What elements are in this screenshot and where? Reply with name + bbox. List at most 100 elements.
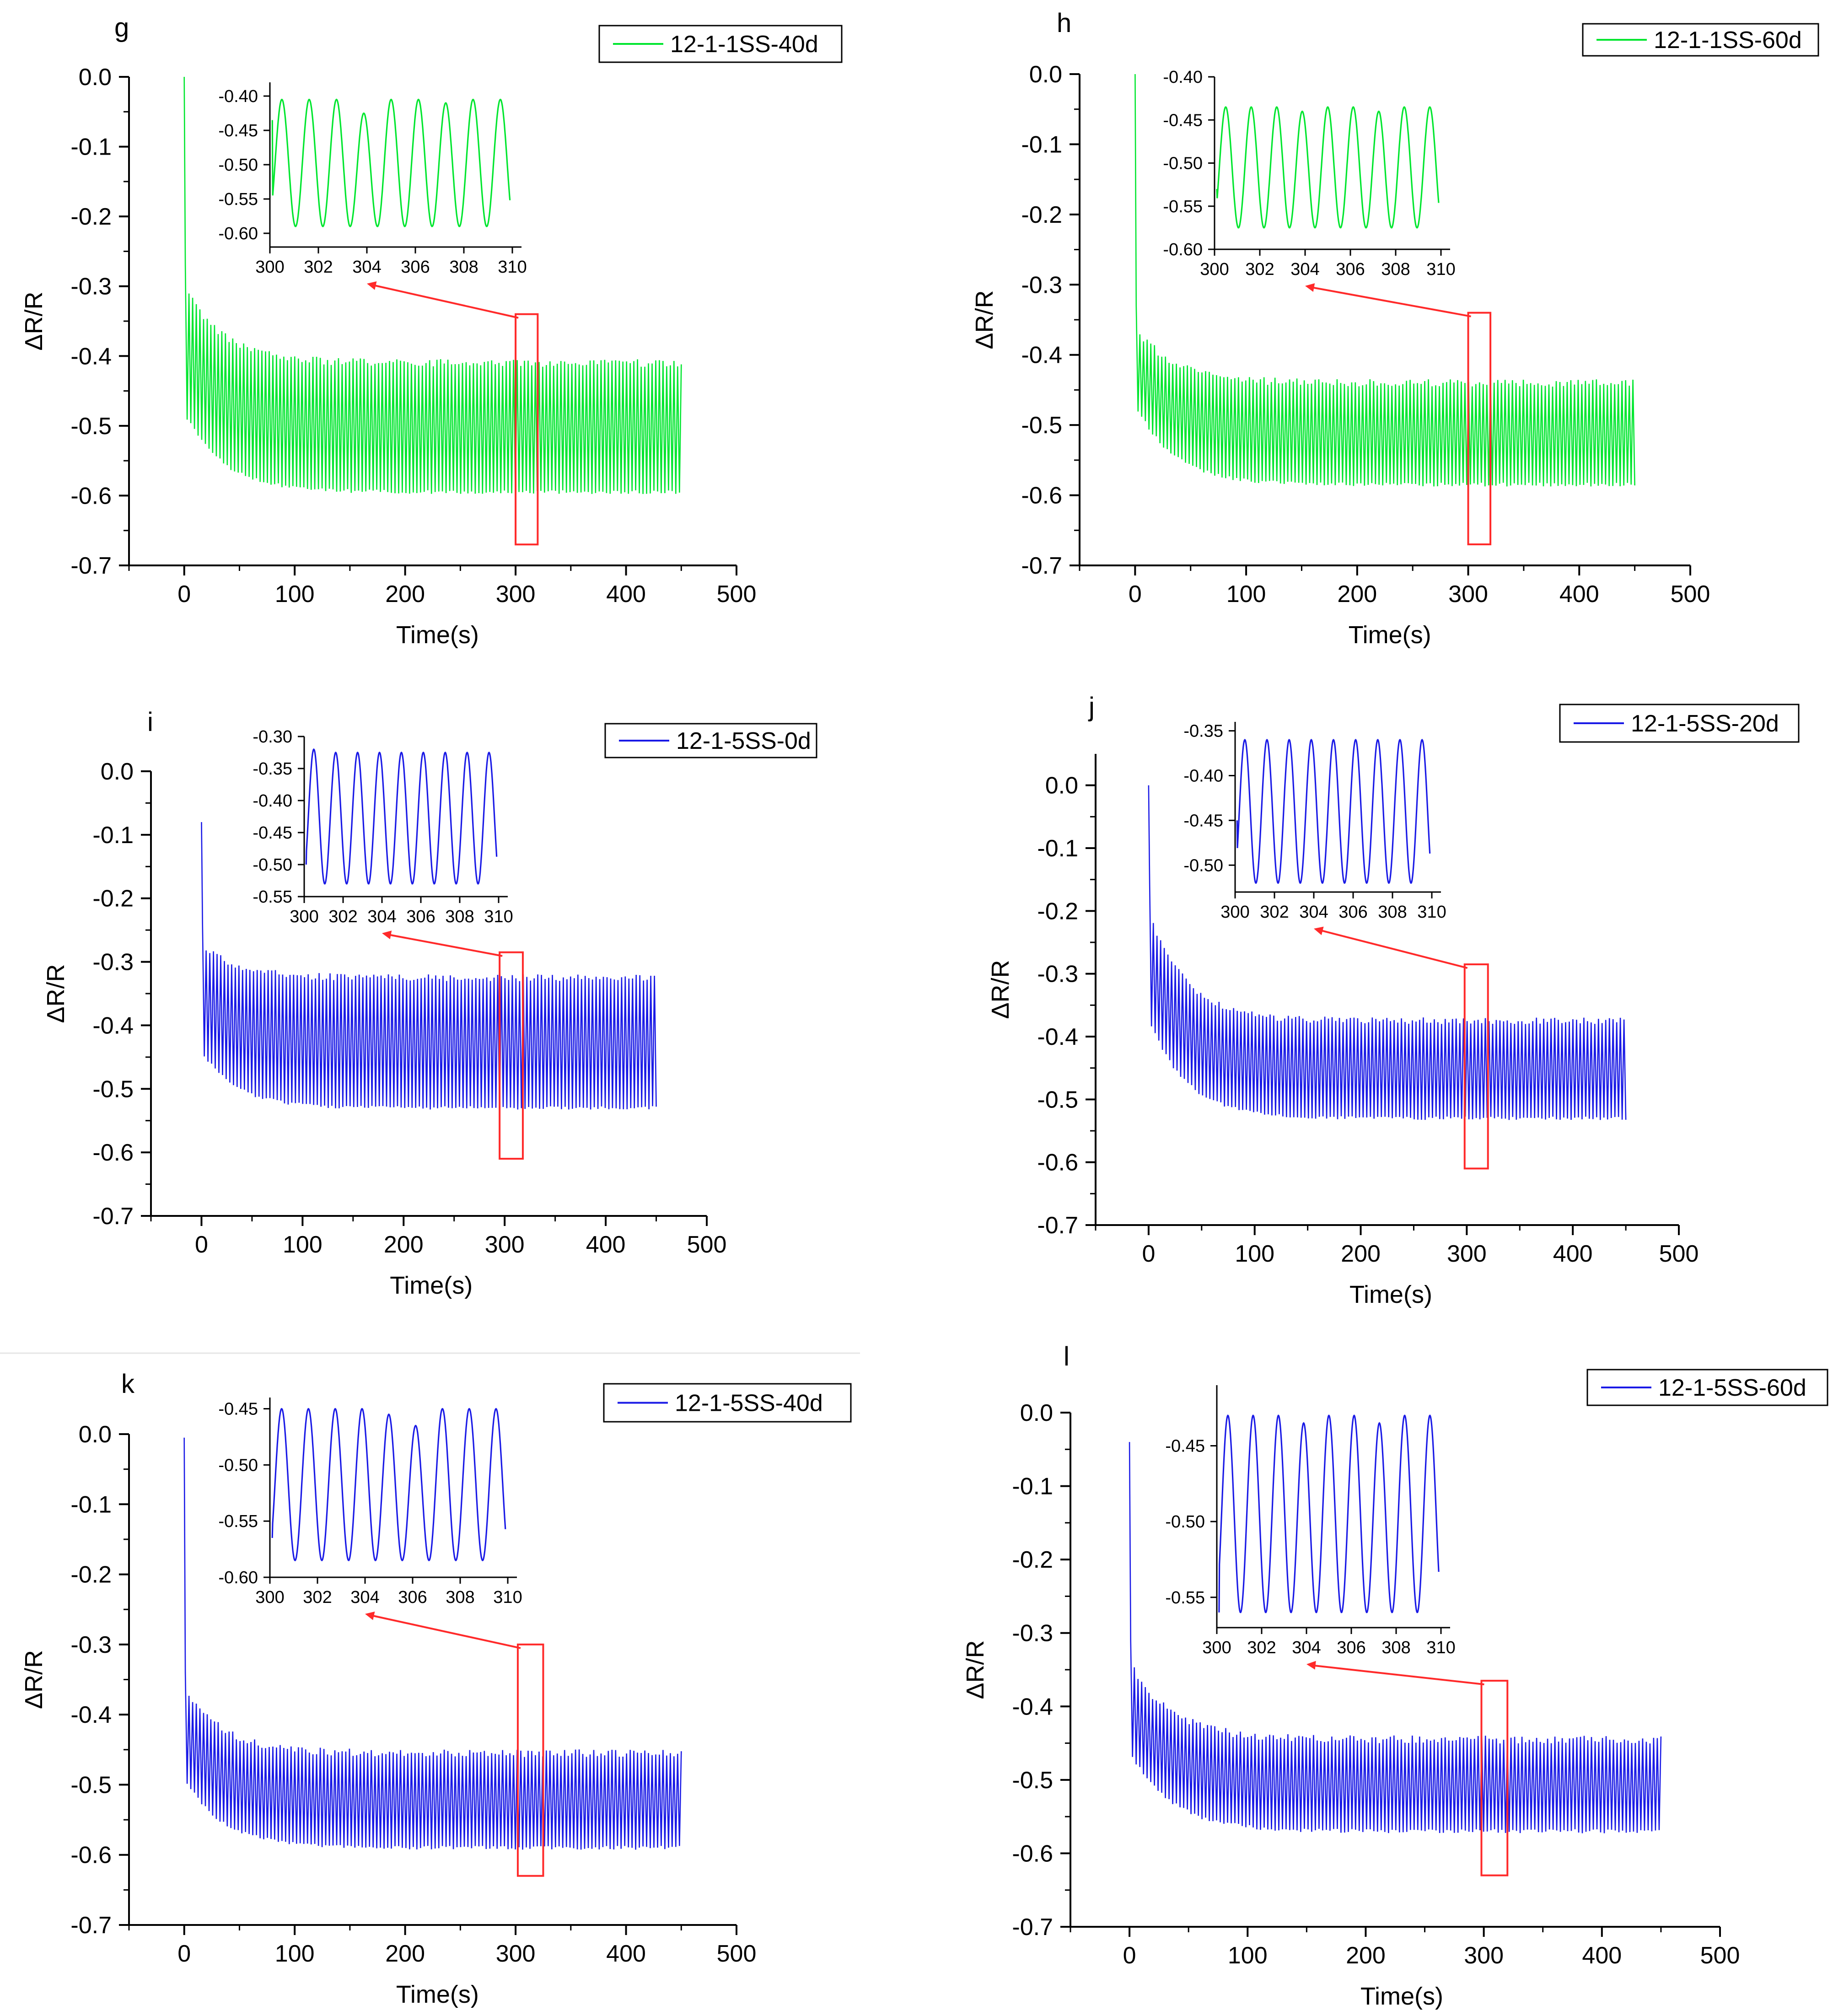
x-tick-label: 200: [1346, 1942, 1386, 1969]
y-tick-label: -0.2: [1037, 898, 1078, 925]
x-tick-label: 300: [496, 1941, 536, 1967]
x-tick-label: 200: [385, 1941, 425, 1967]
inset-y-tick-label: -0.45: [218, 1400, 258, 1419]
y-tick-label: -0.4: [70, 1702, 112, 1728]
x-tick-label: 400: [606, 581, 646, 607]
y-tick-label: -0.1: [1012, 1473, 1053, 1500]
y-tick-label: -0.4: [1012, 1693, 1053, 1720]
inset-x-tick-label: 308: [446, 1588, 474, 1607]
zoom-arrow: [385, 933, 503, 957]
y-tick-label: -0.1: [1021, 131, 1062, 158]
inset-x-tick-label: 302: [303, 1588, 332, 1607]
inset-x-tick-label: 304: [1299, 903, 1328, 922]
y-axis-title: ΔR/R: [962, 1640, 989, 1699]
zoom-arrow-head: [1306, 1661, 1316, 1670]
inset-x-tick-label: 310: [484, 907, 513, 926]
chart-panel-g: g0.0 -0.1 -0.2 -0.3 -0.4 -0.5 -0.6 -0.7 0 100 200 3…: [20, 13, 843, 649]
inset-y-tick-label: -0.55: [253, 887, 292, 907]
y-tick-label: 0.0: [101, 758, 134, 785]
inset-x-tick-label: 302: [1245, 260, 1274, 279]
inset-x-tick-label: 308: [1381, 260, 1410, 279]
y-tick-label: -0.1: [92, 822, 134, 849]
series-line: [183, 76, 682, 494]
y-tick-label: 0.0: [1029, 61, 1062, 88]
series-line: [1129, 1442, 1662, 1833]
inset-series-line: [1216, 106, 1440, 229]
x-tick-label: 500: [1671, 581, 1710, 607]
chart-panel-j: j 0.0 -0.1 -0.2 -0.3 -0.4 -0.5 -0.6 -0.7 0 100 200 3…: [987, 692, 1800, 1308]
x-tick-label: 500: [1659, 1241, 1699, 1267]
x-tick-label: 100: [1235, 1241, 1274, 1267]
y-tick-label: -0.3: [70, 274, 112, 300]
zoom-box: [516, 1643, 544, 1877]
y-tick-label: -0.6: [1012, 1840, 1053, 1867]
inset-x-tick-label: 302: [328, 907, 357, 926]
x-tick-label: 100: [275, 1941, 315, 1967]
x-tick-label: 0: [177, 1941, 191, 1967]
inset-x-tick-label: 300: [1200, 260, 1229, 279]
x-axis-title: Time(s): [1349, 1281, 1432, 1308]
x-tick-label: 200: [1341, 1241, 1381, 1267]
inset-series-line: [1218, 1414, 1440, 1613]
zoom-arrow: [1317, 929, 1468, 969]
inset-y-tick-label: -0.40: [1183, 766, 1223, 785]
y-tick-label: 0.0: [1020, 1400, 1053, 1426]
y-tick-label: -0.2: [70, 204, 112, 230]
y-tick-label: -0.3: [1012, 1620, 1053, 1647]
inset-series-line: [1236, 739, 1431, 884]
inset-y-tick-label: -0.45: [253, 823, 292, 843]
series-line: [1148, 785, 1627, 1120]
zoom-box: [1463, 963, 1489, 1170]
inset-chart: -0.45 -0.50 -0.55 300 302 304 306 308 310: [1165, 1385, 1456, 1657]
y-tick-label: -0.5: [92, 1076, 134, 1102]
x-tick-label: 0: [1129, 581, 1142, 607]
zoom-box: [1467, 312, 1492, 545]
zoom-arrow-head: [1314, 926, 1324, 935]
zoom-arrow: [1310, 1664, 1484, 1686]
x-tick-label: 400: [1582, 1942, 1622, 1969]
series-line: [183, 1437, 682, 1850]
inset-x-tick-label: 300: [1220, 903, 1249, 922]
zoom-arrow: [370, 284, 519, 319]
y-tick-label: -0.4: [1021, 342, 1062, 369]
x-tick-label: 300: [485, 1231, 525, 1258]
inset-x-tick-label: 306: [406, 907, 435, 926]
y-tick-label: -0.6: [70, 1842, 112, 1869]
inset-x-tick-label: 310: [1426, 260, 1455, 279]
x-axis-title: Time(s): [396, 1981, 479, 2008]
y-tick-label: -0.6: [70, 483, 112, 509]
inset-x-tick-label: 306: [1338, 903, 1367, 922]
y-tick-label: 0.0: [79, 64, 112, 91]
y-tick-label: -0.7: [1012, 1914, 1053, 1941]
y-tick-label: -0.5: [1021, 412, 1062, 439]
inset-y-tick-label: -0.50: [1165, 1512, 1205, 1532]
inset-y-tick-label: -0.55: [218, 1512, 258, 1531]
x-tick-label: 300: [1464, 1942, 1504, 1969]
x-axis-title: Time(s): [396, 621, 479, 649]
y-tick-label: -0.5: [70, 1772, 112, 1798]
y-tick-label: -0.2: [70, 1562, 112, 1588]
x-tick-label: 400: [1559, 581, 1599, 607]
y-tick-label: -0.1: [70, 134, 112, 161]
y-tick-label: -0.6: [1037, 1150, 1078, 1176]
y-tick-label: -0.6: [92, 1140, 134, 1166]
inset-y-tick-label: -0.55: [1165, 1588, 1205, 1607]
legend-label: 12-1-1SS-40d: [670, 31, 818, 58]
chart-panel-l: l 0.0 -0.1 -0.2 -0.3 -0.4 -0.5 -0.6 -0.7 0 100 200 3…: [962, 1342, 1828, 2010]
y-tick-label: -0.5: [1012, 1767, 1053, 1794]
x-tick-label: 200: [385, 581, 425, 607]
panel-label: j: [1088, 692, 1095, 722]
x-tick-label: 200: [1337, 581, 1377, 607]
inset-y-tick-label: -0.35: [253, 759, 292, 779]
x-tick-label: 500: [687, 1231, 727, 1258]
x-tick-label: 100: [1228, 1942, 1268, 1969]
inset-x-tick-label: 300: [1202, 1638, 1231, 1657]
inset-y-tick-label: -0.50: [253, 855, 292, 875]
legend-label: 12-1-5SS-40d: [675, 1390, 823, 1417]
inset-y-tick-label: -0.45: [1165, 1437, 1205, 1456]
inset-x-tick-label: 304: [352, 258, 381, 277]
y-tick-label: -0.1: [70, 1491, 112, 1518]
inset-x-tick-label: 310: [493, 1588, 522, 1607]
